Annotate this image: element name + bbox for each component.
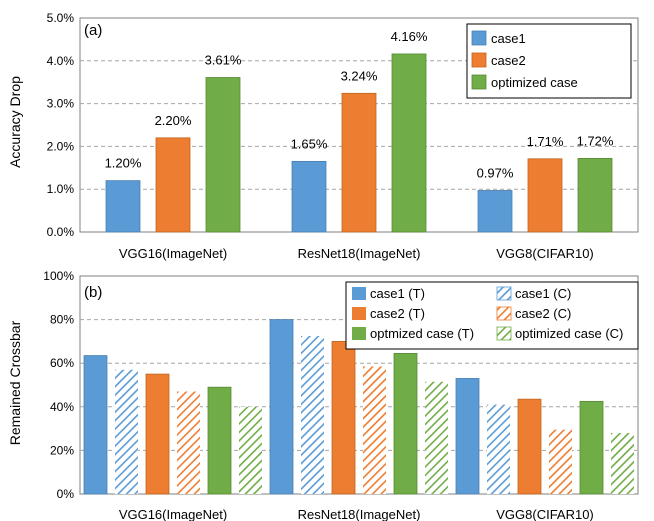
bar-optimized-case-c-vgg16-imagenet [239,406,262,494]
legend-swatch-case2 [471,52,487,68]
bar-case2-c-vgg8-cifar10 [549,429,572,494]
legend-swatch-case1-c [496,286,512,301]
category-label-vgg16-imagenet: VGG16(ImageNet) [119,246,227,261]
legend-swatch-case2-t [352,307,366,320]
category-label-vgg8-cifar10: VGG8(CIFAR10) [496,246,594,261]
bar-case2-resnet18-imagenet [341,92,377,233]
bar-case1-t-vgg16-imagenet [83,355,108,495]
accuracy-drop-chart: Accuracy Drop (a) 0.0% 1.0% 2.0% 3.0% 4.0% 5.… [7,11,639,261]
y-tick-label: 100% [43,269,74,283]
legend: case1 (T) case1 (C) case2 (T) case2 (C) … [345,281,639,350]
data-label-case2-resnet18-imagenet: 3.24% [341,68,378,83]
y-tick-label: 20% [50,443,74,457]
legend-label-optimized-c: optimized case (C) [515,326,623,341]
legend-label-case2-c: case2 (C) [515,306,571,321]
data-label-case2-vgg8-cifar10: 1.71% [527,134,564,149]
bar-optimized-case-vgg8-cifar10 [577,157,613,233]
legend-label-case2: case2 [491,53,526,68]
bar-optimized-case-vgg16-imagenet [205,77,241,233]
y-tick-labels: 0.0% 1.0% 2.0% 3.0% 4.0% 5.0% [47,11,75,239]
bar-optimized-case-resnet18-imagenet [391,53,427,233]
bars: 1.20% 2.20% 3.61% 1.65% 3.24% 4.16% 0.97% 1.71%… [105,29,614,233]
y-axis-label: Accuracy Drop [7,76,23,168]
y-tick-label: 0% [57,487,75,501]
legend-frame [466,23,632,99]
bar-optimized-case-c-vgg8-cifar10 [611,432,634,494]
data-label-case1-resnet18-imagenet: 1.65% [291,136,328,151]
bar-case1-vgg8-cifar10 [477,190,513,233]
data-label-case1-vgg16-imagenet: 1.20% [105,156,142,171]
bar-case2-c-vgg16-imagenet [177,391,200,494]
y-tick-label: 5.0% [47,11,75,25]
legend: case1 case2 optimized case [466,23,632,99]
panel-label: (a) [84,22,102,39]
bar-optmized-case-t-vgg16-imagenet [207,386,232,495]
category-label-vgg16-imagenet: VGG16(ImageNet) [119,507,227,521]
category-label-resnet18-imagenet: ResNet18(ImageNet) [298,246,421,261]
y-tick-label: 40% [50,400,74,414]
legend-swatch-case2-c [496,306,512,321]
y-tick-label: 80% [50,313,74,327]
data-label-optimized-case-vgg8-cifar10: 1.72% [577,133,614,148]
bars [83,319,634,495]
bar-case1-vgg16-imagenet [105,180,141,233]
bar-case2-c-resnet18-imagenet [363,366,386,494]
bar-case1-c-vgg8-cifar10 [487,404,510,494]
bar-case2-t-vgg16-imagenet [145,373,170,495]
data-label-case2-vgg16-imagenet: 2.20% [155,113,192,128]
bar-case1-c-vgg16-imagenet [115,369,138,494]
panel-label: (b) [84,284,102,301]
bar-optmized-case-t-vgg8-cifar10 [579,400,604,495]
category-label-vgg8-cifar10: VGG8(CIFAR10) [496,507,594,521]
legend-label-optimized: optimized case [491,75,578,90]
category-label-resnet18-imagenet: ResNet18(ImageNet) [298,507,421,521]
legend-label-case1: case1 [491,31,526,46]
bar-optimized-case-c-resnet18-imagenet [425,381,448,494]
y-tick-label: 1.0% [47,182,75,196]
y-tick-labels: 0% 20% 40% 60% 80% 100% [43,269,74,501]
y-tick-label: 2.0% [47,139,75,153]
bar-optmized-case-t-resnet18-imagenet [393,352,418,495]
bar-case1-resnet18-imagenet [291,160,327,233]
y-axis-label: Remained Crossbar [7,320,23,445]
category-labels: VGG16(ImageNet) ResNet18(ImageNet) VGG8(CI… [119,246,594,261]
legend-label-case1-t: case1 (T) [370,286,425,301]
legend-swatch-case1-t [352,287,366,300]
y-tick-label: 3.0% [47,97,75,111]
legend-label-case2-t: case2 (T) [370,306,425,321]
legend-swatch-optimized-c [496,326,512,341]
bar-case2-vgg8-cifar10 [527,158,563,233]
bar-case2-t-vgg8-cifar10 [517,398,542,495]
data-label-optimized-case-resnet18-imagenet: 4.16% [391,29,428,44]
remained-crossbar-chart: Remained Crossbar (b) 0% 20% 40% 60% 80% 100%… [7,269,639,521]
legend-label-optimized-t: optmized case (T) [370,326,474,341]
bar-case2-t-resnet18-imagenet [331,340,356,495]
legend-frame [345,281,639,350]
legend-swatch-case1 [471,30,487,46]
y-tick-label: 0.0% [47,225,75,239]
data-label-case1-vgg8-cifar10: 0.97% [477,165,514,180]
data-label-optimized-case-vgg16-imagenet: 3.61% [205,52,242,67]
bar-case1-c-resnet18-imagenet [301,335,324,494]
y-tick-label: 4.0% [47,54,75,68]
bar-case2-vgg16-imagenet [155,137,191,233]
bar-case1-t-vgg8-cifar10 [455,378,480,495]
bar-case1-t-resnet18-imagenet [269,319,294,495]
category-labels: VGG16(ImageNet) ResNet18(ImageNet) VGG8(CI… [119,507,594,521]
legend-label-case1-c: case1 (C) [515,286,571,301]
legend-swatch-optimized [471,74,487,90]
legend-swatch-optimized-t [352,327,366,340]
y-tick-label: 60% [50,356,74,370]
